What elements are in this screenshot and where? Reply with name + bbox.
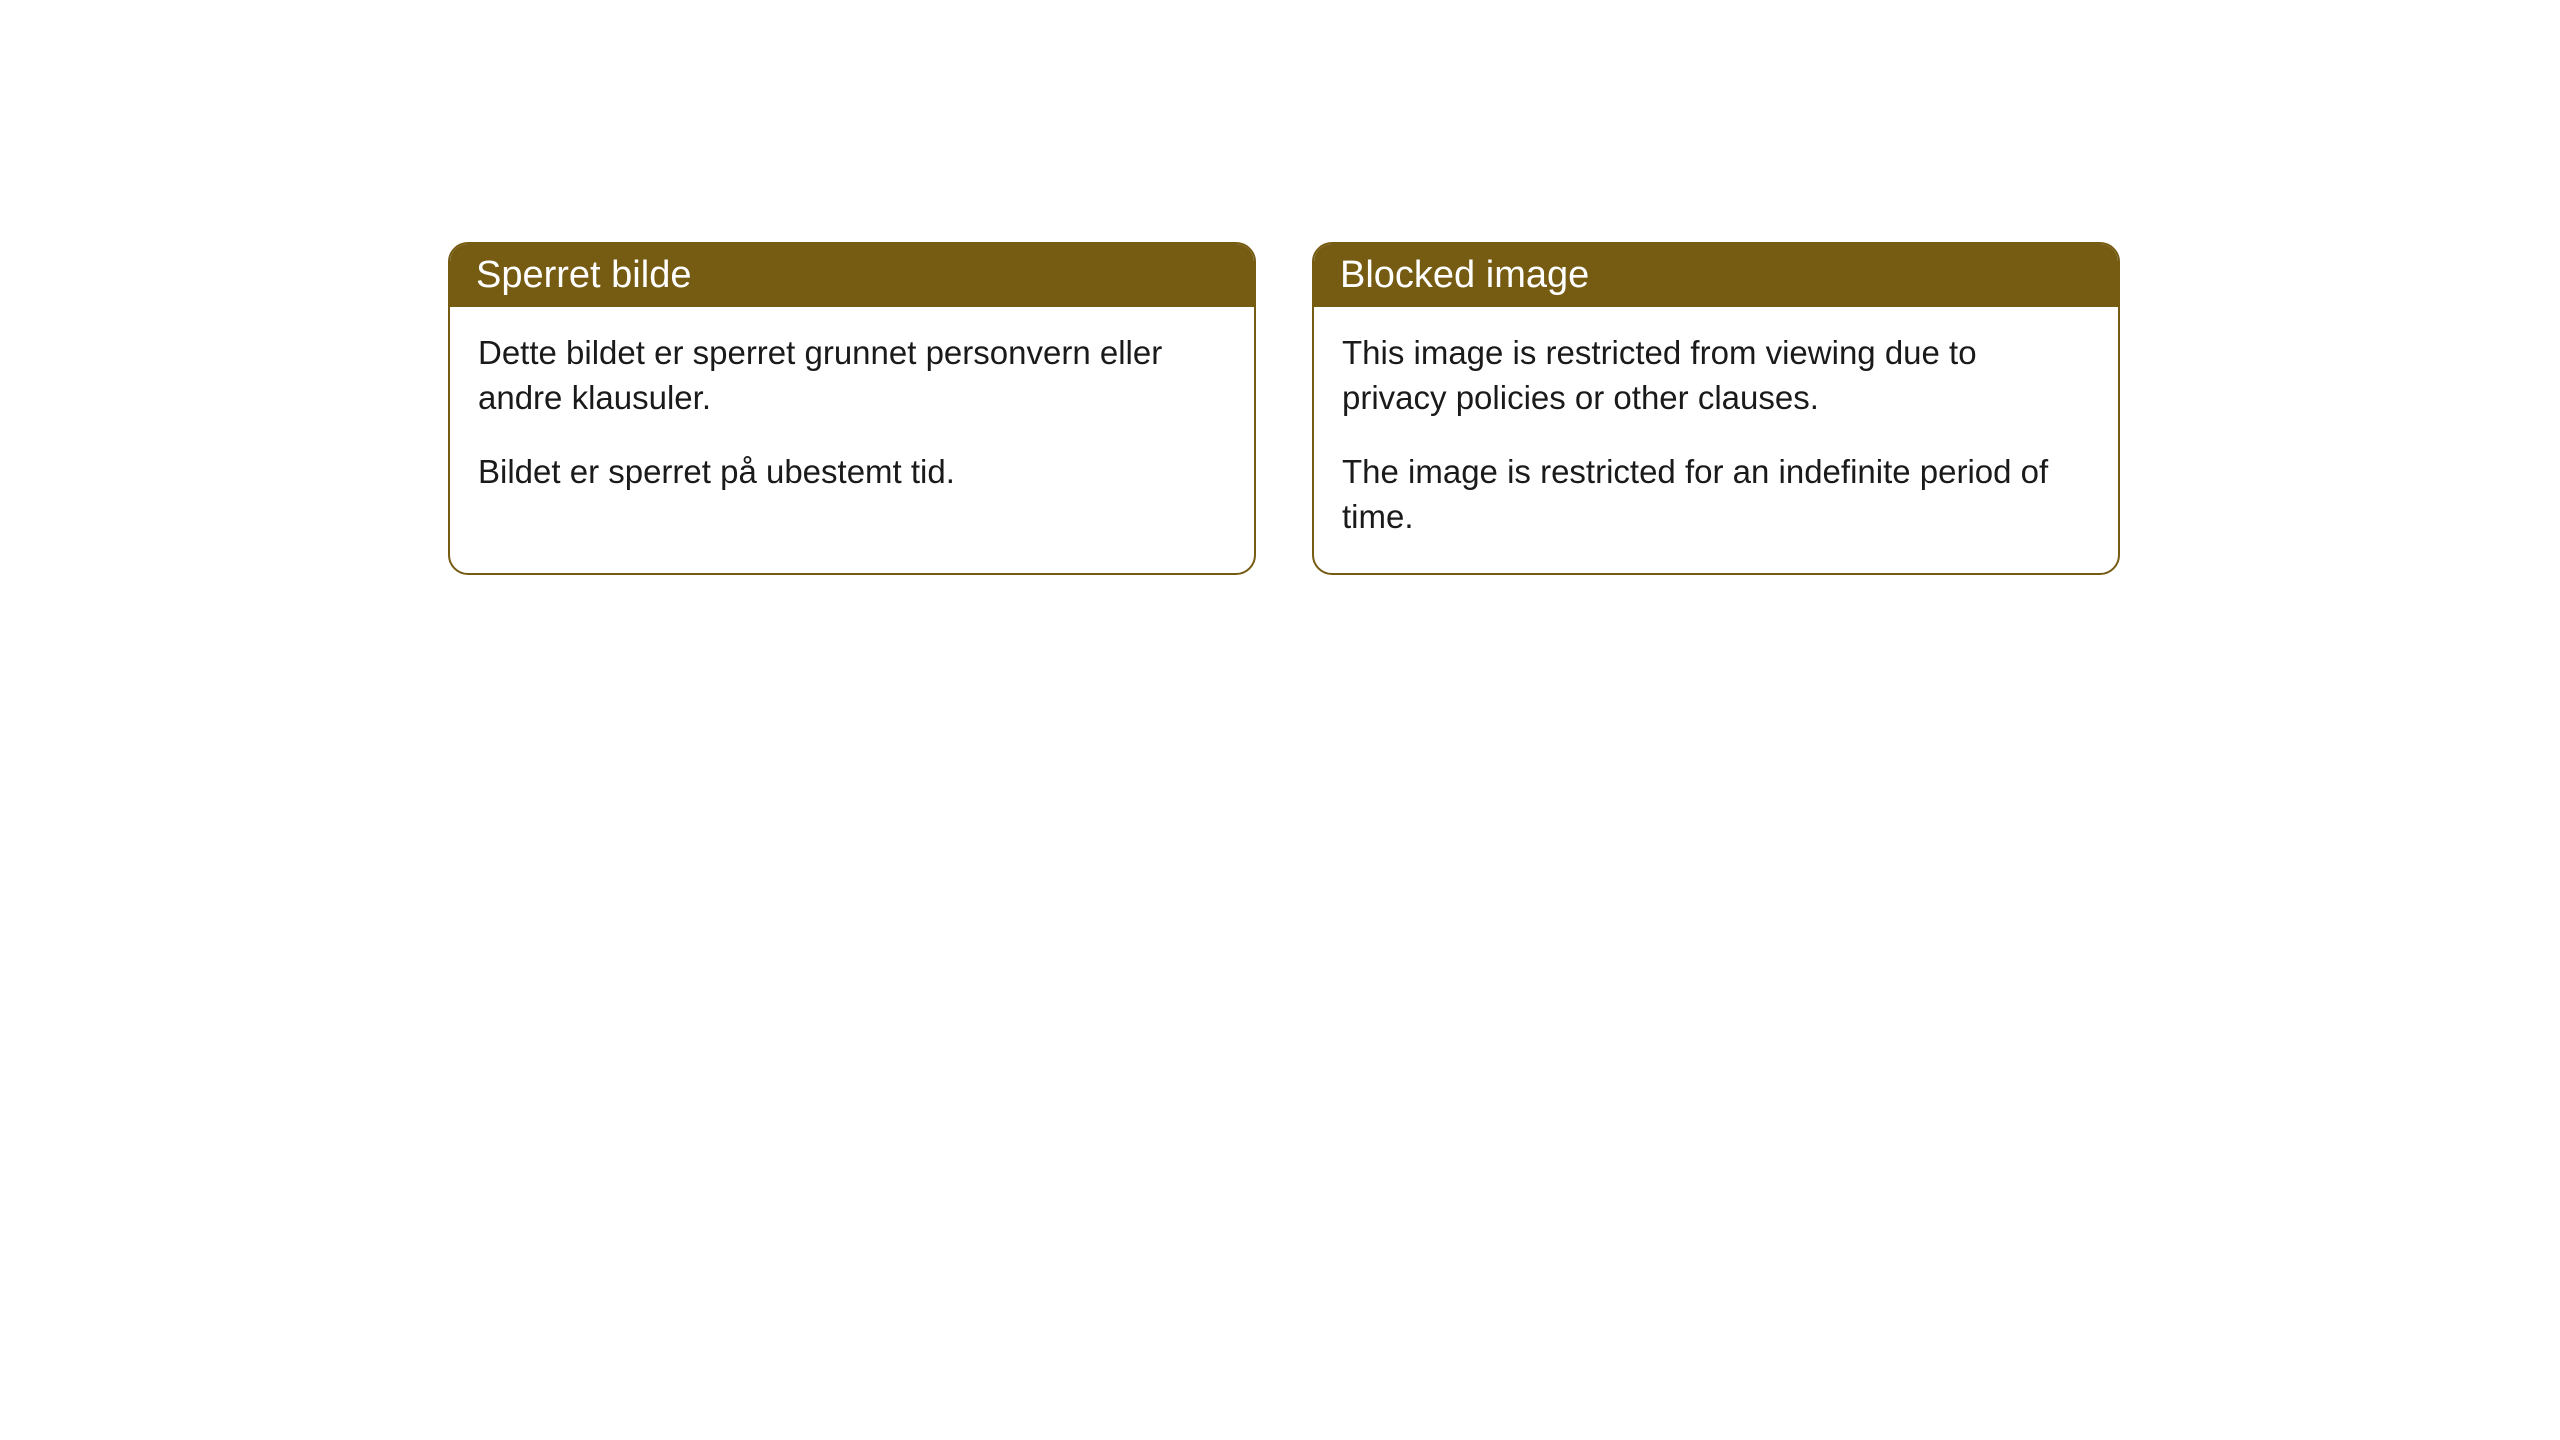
- card-text-en-2: The image is restricted for an indefinit…: [1342, 450, 2090, 539]
- card-header-no: Sperret bilde: [450, 244, 1254, 307]
- card-header-en: Blocked image: [1314, 244, 2118, 307]
- blocked-image-card-en: Blocked image This image is restricted f…: [1312, 242, 2120, 575]
- card-text-en-1: This image is restricted from viewing du…: [1342, 331, 2090, 420]
- card-body-en: This image is restricted from viewing du…: [1314, 307, 2118, 573]
- card-text-no-1: Dette bildet er sperret grunnet personve…: [478, 331, 1226, 420]
- card-body-no: Dette bildet er sperret grunnet personve…: [450, 307, 1254, 529]
- card-text-no-2: Bildet er sperret på ubestemt tid.: [478, 450, 1226, 495]
- blocked-image-card-no: Sperret bilde Dette bildet er sperret gr…: [448, 242, 1256, 575]
- notice-cards-container: Sperret bilde Dette bildet er sperret gr…: [448, 242, 2120, 575]
